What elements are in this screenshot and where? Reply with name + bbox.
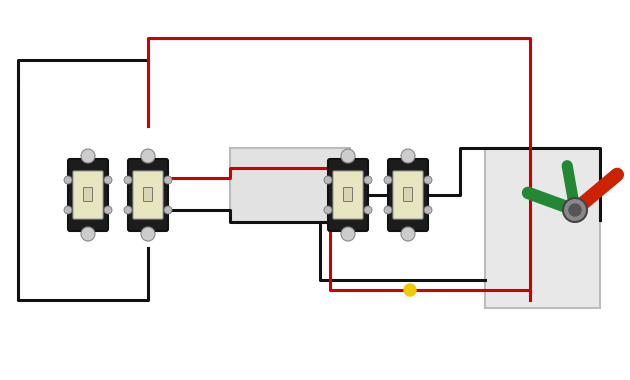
Circle shape (141, 149, 155, 163)
Circle shape (64, 206, 72, 214)
Circle shape (401, 227, 415, 241)
FancyBboxPatch shape (73, 171, 103, 219)
FancyBboxPatch shape (343, 187, 353, 201)
Circle shape (384, 206, 392, 214)
Circle shape (341, 149, 355, 163)
Circle shape (164, 206, 172, 214)
Circle shape (364, 176, 372, 184)
FancyBboxPatch shape (84, 187, 93, 201)
Bar (485, 148, 600, 308)
Circle shape (164, 176, 172, 184)
Circle shape (64, 176, 72, 184)
FancyBboxPatch shape (133, 171, 163, 219)
Circle shape (569, 204, 581, 216)
FancyBboxPatch shape (68, 159, 108, 231)
FancyBboxPatch shape (328, 159, 368, 231)
Circle shape (81, 149, 95, 163)
Circle shape (401, 149, 415, 163)
Circle shape (424, 206, 432, 214)
Circle shape (384, 176, 392, 184)
FancyBboxPatch shape (144, 187, 152, 201)
Circle shape (424, 176, 432, 184)
Circle shape (341, 227, 355, 241)
Circle shape (141, 227, 155, 241)
Circle shape (324, 206, 332, 214)
Circle shape (104, 176, 112, 184)
Circle shape (104, 206, 112, 214)
FancyBboxPatch shape (333, 171, 363, 219)
Circle shape (124, 176, 132, 184)
Circle shape (324, 176, 332, 184)
FancyBboxPatch shape (388, 159, 428, 231)
Circle shape (124, 206, 132, 214)
Bar (230, 148, 350, 222)
Circle shape (81, 227, 95, 241)
FancyBboxPatch shape (393, 171, 423, 219)
FancyBboxPatch shape (403, 187, 413, 201)
Circle shape (364, 206, 372, 214)
Circle shape (563, 198, 587, 222)
Circle shape (404, 284, 416, 296)
FancyBboxPatch shape (128, 159, 168, 231)
